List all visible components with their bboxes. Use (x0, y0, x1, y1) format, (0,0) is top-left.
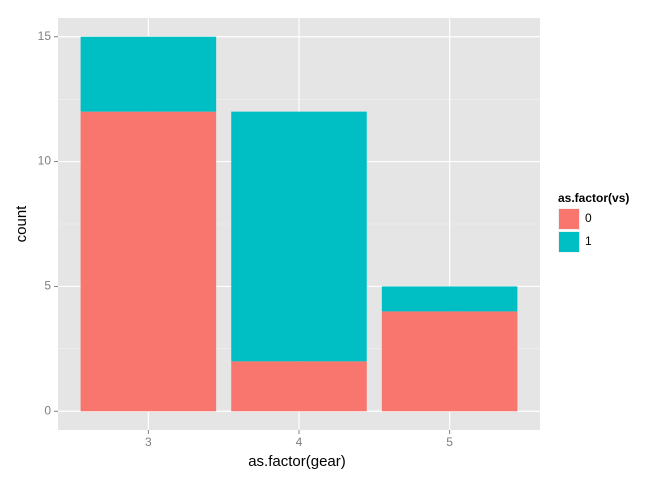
bar-segment (80, 36, 217, 112)
bar-segment (381, 286, 518, 312)
y-tick-label: 0 (44, 403, 51, 417)
x-tick-label: 3 (145, 435, 152, 449)
x-tick-label: 4 (296, 435, 303, 449)
bar-segment (231, 361, 367, 412)
bar-segment (381, 311, 518, 412)
legend-label: 1 (585, 234, 592, 248)
y-axis-title: count (13, 205, 30, 243)
y-tick-label: 10 (38, 154, 52, 168)
legend-label: 0 (585, 211, 592, 225)
x-axis-title: as.factor(gear) (248, 453, 346, 470)
x-tick-label: 5 (446, 435, 453, 449)
legend-swatch (559, 232, 579, 252)
legend-swatch (559, 209, 579, 229)
bar-segment (231, 111, 367, 362)
y-tick-label: 15 (38, 29, 52, 43)
legend-title: as.factor(vs) (558, 191, 629, 205)
bar-segment (80, 111, 217, 412)
y-tick-label: 5 (44, 279, 51, 293)
